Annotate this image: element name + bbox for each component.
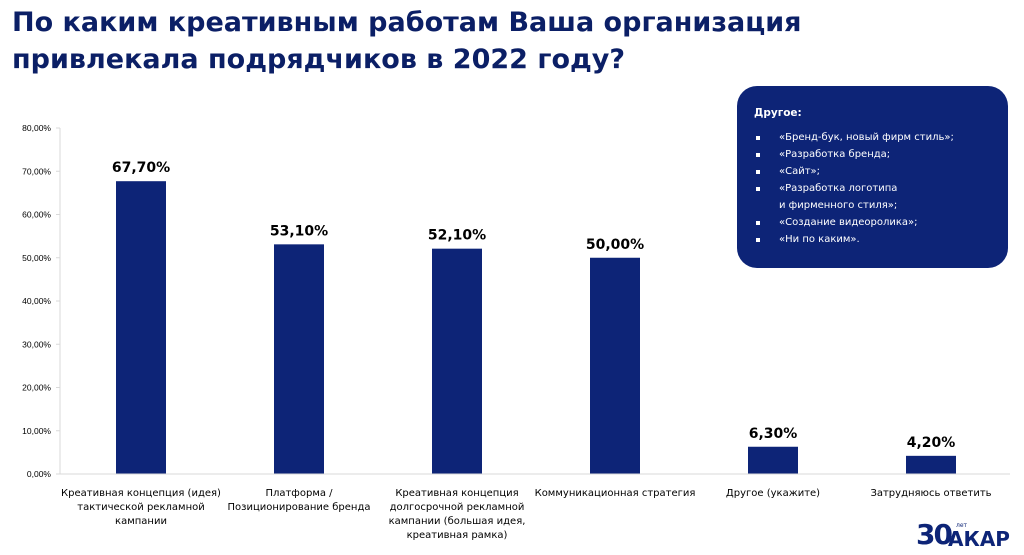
data-label: 53,10% — [270, 223, 328, 239]
y-tick-label: 40,00% — [22, 296, 51, 306]
y-tick-label: 10,00% — [22, 426, 51, 436]
callout-item: «Ни по каким». — [754, 231, 994, 248]
x-tick-label: Коммуникационная стратегия — [535, 488, 696, 499]
title-line-1: По каким креативным работам Ваша организ… — [12, 7, 802, 38]
bar — [432, 248, 482, 474]
x-tick-label: Креативная концепция (идея) тактической р… — [61, 488, 221, 527]
y-tick-label: 0,00% — [27, 469, 52, 479]
data-label: 4,20% — [907, 435, 956, 451]
bar — [906, 455, 956, 474]
logo-number: 30 — [916, 518, 953, 551]
callout-item: «Разработка логотипа и фирменного стиля»… — [754, 180, 994, 214]
callout-item: «Сайт»; — [754, 163, 994, 180]
logo-word: АКАР — [948, 527, 1010, 551]
bar — [116, 181, 166, 474]
bar — [748, 446, 798, 474]
y-tick-label: 80,00% — [22, 123, 51, 133]
data-label: 52,10% — [428, 228, 486, 244]
data-label: 6,30% — [749, 426, 798, 442]
x-tick-label: Затрудняюсь ответить — [870, 488, 991, 499]
callout-heading: Другое: — [754, 107, 802, 119]
x-tick-label: Креативная концепция долгосрочной рекламн… — [389, 488, 526, 541]
y-tick-label: 20,00% — [22, 383, 51, 393]
title-line-2: привлекала подрядчиков в 2022 году? — [12, 44, 626, 75]
page-title: По каким креативным работам Ваша организ… — [12, 4, 812, 78]
y-tick-label: 70,00% — [22, 166, 51, 176]
y-tick-label: 30,00% — [22, 339, 51, 349]
bar — [590, 257, 640, 474]
y-tick-label: 60,00% — [22, 210, 51, 220]
x-tick-label: Платформа / Позиционирование бренда — [227, 488, 370, 513]
bar — [274, 244, 324, 474]
akar-logo: 30 лет АКАР — [916, 518, 1016, 551]
callout-item: «Создание видеоролика»; — [754, 214, 994, 231]
y-tick-label: 50,00% — [22, 253, 51, 263]
callout-list: «Бренд-бук, новый фирм стиль»; «Разработ… — [754, 129, 994, 248]
data-label: 67,70% — [112, 160, 170, 176]
other-answers-callout: Другое: «Бренд-бук, новый фирм стиль»; «… — [737, 86, 1008, 268]
callout-item: «Разработка бренда; — [754, 146, 994, 163]
callout-item: «Бренд-бук, новый фирм стиль»; — [754, 129, 994, 146]
data-label: 50,00% — [586, 237, 644, 253]
logo-small-text: лет — [956, 522, 968, 529]
x-tick-label: Другое (укажите) — [726, 488, 820, 499]
